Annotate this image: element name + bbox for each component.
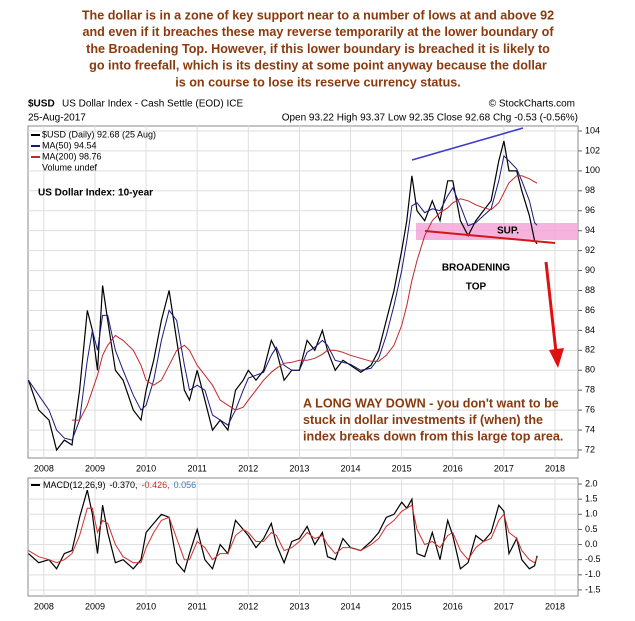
y-tick-label: 72 (585, 444, 595, 454)
series-line (27, 140, 538, 452)
price-panel (27, 125, 579, 459)
x-tick-label: 2011 (188, 601, 207, 611)
annotation-line: the Broadening Top. However, if this low… (86, 42, 550, 56)
support-band (416, 223, 578, 240)
y-tick-label: 80 (585, 365, 595, 375)
y-tick-label: 98 (585, 185, 595, 195)
x-tick-label: 2015 (392, 463, 412, 473)
series-line (28, 489, 538, 574)
x-tick-label: 2017 (494, 601, 514, 611)
x-tick-label: 2013 (289, 601, 309, 611)
x-tick-label: 2016 (443, 463, 463, 473)
legend-label: MA(200) 98.76 (42, 151, 102, 161)
x-tick-label: 2011 (188, 463, 207, 473)
note-line: index breaks down from this large top ar… (303, 429, 563, 443)
annotation-box: The dollar is in a zone of key support n… (82, 8, 554, 89)
copyright: © StockCharts.com (489, 99, 575, 110)
down-arrow (544, 261, 558, 353)
y-tick-label: 94 (585, 225, 595, 235)
y-tick-label: 84 (585, 325, 595, 335)
x-tick-label: 2009 (85, 601, 105, 611)
y-tick-label: 88 (585, 285, 595, 295)
legend-value: 0.056 (174, 480, 197, 490)
x-tick-label: 2018 (545, 601, 565, 611)
x-tick-label: 2014 (341, 463, 361, 473)
chart-title: US Dollar Index: 10-year (38, 188, 153, 199)
annotations: US Dollar Index: 10-year SUP. BROADENING TO… (38, 188, 563, 444)
pattern-label: BROADENING (442, 263, 511, 274)
annotation-line: The dollar is in a zone of key support n… (82, 8, 554, 22)
legend-name: MACD(12,26,9) (43, 480, 106, 490)
x-tick-label: 2008 (34, 601, 54, 611)
legend-label: $USD (Daily) 92.68 (25 Aug) (42, 129, 156, 139)
macd-grid (28, 478, 582, 596)
annotation-line: and even if it breaches these may revers… (82, 25, 554, 39)
series-line (28, 154, 538, 441)
note-line: A LONG WAY DOWN - you don't want to be (303, 396, 559, 410)
legend-label: MA(50) 94.54 (42, 140, 97, 150)
price-grid (28, 126, 582, 458)
x-tick-label: 2010 (136, 463, 156, 473)
y-tick-label: 86 (585, 305, 595, 315)
y-tick-label: -0.5 (585, 554, 601, 564)
y-tick-label: 2.0 (585, 478, 598, 488)
support-label: SUP. (497, 226, 519, 237)
y-tick-label: 100 (585, 165, 600, 175)
date: 25-Aug-2017 (28, 113, 86, 124)
x-tick-label: 2012 (238, 463, 258, 473)
arrow-head (549, 348, 564, 368)
x-tick-label: 2017 (494, 463, 514, 473)
x-tick-label: 2015 (392, 601, 412, 611)
index-name: US Dollar Index - Cash Settle (EOD) ICE (62, 99, 243, 110)
upper-trendline (411, 127, 524, 161)
y-tick-label: 90 (585, 265, 595, 275)
x-tick-label: 2012 (238, 601, 258, 611)
price-lines (27, 140, 538, 452)
x-tick-label: 2016 (443, 601, 463, 611)
y-tick-label: 0.0 (585, 539, 598, 549)
y-tick-label: 102 (585, 145, 600, 155)
x-tick-label: 2010 (136, 601, 156, 611)
pattern-label: TOP (466, 282, 487, 293)
y-tick-label: 104 (585, 125, 600, 135)
legend-value: -0.426, (142, 480, 170, 490)
lower-trendline (424, 230, 556, 244)
quote: Open 93.22 High 93.37 Low 92.35 Close 92… (282, 113, 578, 124)
series-line (72, 175, 538, 421)
macd-lines (28, 489, 538, 574)
y-tick-label: 74 (585, 424, 595, 434)
y-tick-label: 82 (585, 345, 595, 355)
x-tick-label: 2018 (545, 463, 565, 473)
y-tick-label: 96 (585, 205, 595, 215)
x-tick-label: 2008 (34, 463, 54, 473)
y-tick-label: 76 (585, 405, 595, 415)
y-tick-label: 92 (585, 245, 595, 255)
series-line (28, 504, 538, 564)
y-tick-label: 1.0 (585, 509, 598, 519)
y-tick-label: 0.5 (585, 524, 598, 534)
y-tick-label: 78 (585, 385, 595, 395)
annotation-line: go into freefall, which is its destiny a… (89, 59, 547, 73)
x-tick-label: 2014 (341, 601, 361, 611)
y-tick-label: 1.5 (585, 494, 598, 504)
legend-label: MACD(12,26,9) -0.370, -0.426, 0.056 (43, 480, 196, 490)
note-line: stuck in dollar investments if (when) th… (303, 413, 543, 427)
y-tick-label: -1.0 (585, 569, 601, 579)
annotation-line: is on course to lose its reserve currenc… (175, 76, 461, 90)
symbol: $USD (28, 99, 55, 110)
x-tick-label: 2013 (289, 463, 309, 473)
y-tick-label: -1.5 (585, 584, 601, 594)
legend-label: Volume undef (42, 162, 98, 172)
x-tick-label: 2009 (85, 463, 105, 473)
legend-value: -0.370, (110, 480, 138, 490)
